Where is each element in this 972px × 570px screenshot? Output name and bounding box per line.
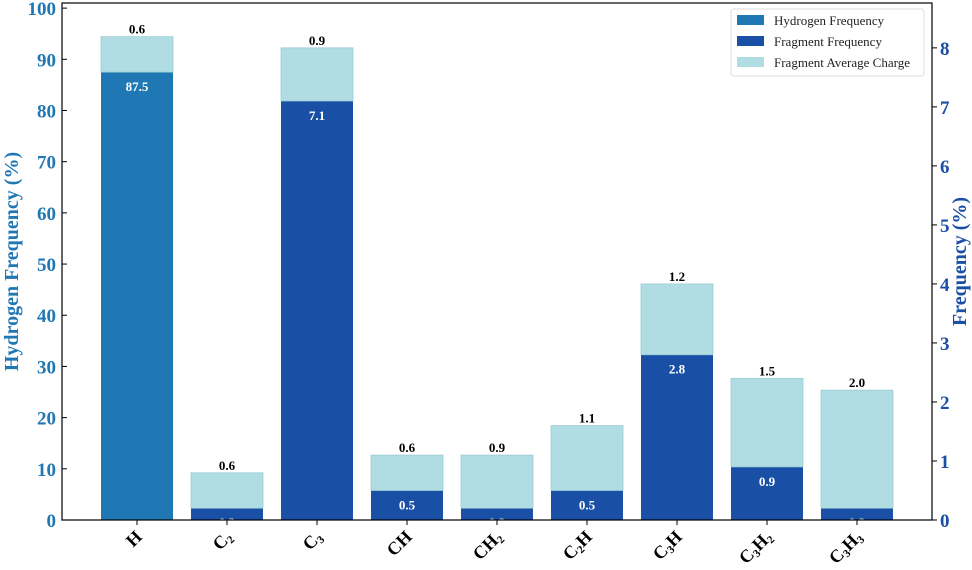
y-left-tick-label: 90: [37, 50, 56, 71]
y-right-tick-label: 3: [940, 334, 950, 355]
legend-swatch: [737, 57, 764, 67]
y-left-tick-label: 40: [37, 306, 56, 327]
y-right-tick-label: 0: [940, 511, 950, 532]
y-left-axis-label: Hydrogen Frequency (%): [1, 152, 23, 371]
legend-label: Hydrogen Frequency: [774, 13, 885, 28]
data-label-frequency: 0.5: [579, 497, 596, 512]
data-label-frequency: 0.9: [759, 474, 776, 489]
y-right-axis-label: Frequency (%): [949, 197, 971, 326]
data-label-frequency: 7.1: [309, 108, 325, 123]
y-left-tick-label: 0: [47, 511, 57, 532]
bar-charge: [640, 283, 714, 356]
y-right-tick-label: 2: [940, 393, 950, 414]
legend-label: Fragment Average Charge: [774, 55, 910, 70]
data-label-frequency: 0.5: [399, 497, 416, 512]
data-label-frequency: 87.5: [126, 79, 149, 94]
data-label-charge: 0.6: [219, 458, 236, 473]
bar-charge: [820, 389, 894, 509]
y-right-tick-label: 5: [940, 216, 950, 237]
bar-charge: [460, 454, 534, 509]
bar-charge: [100, 36, 174, 73]
plot-frame: [61, 2, 933, 521]
x-tick-label: C3H2: [735, 526, 778, 565]
bar-fragment: [731, 466, 803, 520]
data-label-charge: 0.6: [399, 440, 416, 455]
x-tick-label: C3H: [649, 527, 688, 565]
bar-fragment: [821, 508, 893, 520]
data-label-charge: 0.9: [309, 33, 326, 48]
x-tick-label: C3H3: [825, 526, 868, 565]
y-left-tick-label: 20: [37, 409, 56, 430]
bar-charge: [550, 425, 624, 491]
x-tick-label: C2: [209, 526, 238, 555]
y-left-tick-label: 70: [37, 153, 56, 174]
x-tick-label: CH: [383, 527, 416, 560]
legend: [730, 8, 925, 77]
bar-fragment: [461, 508, 533, 520]
bar-fragment: [371, 490, 443, 520]
data-label-charge: 2.0: [849, 375, 865, 390]
y-left-tick-label: 10: [37, 460, 56, 481]
data-label-charge: 1.2: [669, 269, 685, 284]
y-right-tick-label: 8: [940, 39, 950, 60]
bar-charge: [730, 377, 804, 468]
bar-fragment: [551, 490, 623, 520]
y-right-tick-label: 1: [940, 452, 950, 473]
legend-label: Fragment Frequency: [774, 34, 882, 49]
bar-fragment: [641, 354, 713, 520]
x-tick-label: C2H: [559, 527, 598, 565]
data-label-charge: 0.6: [129, 22, 146, 37]
legend-swatch: [737, 15, 764, 25]
data-label-charge: 1.1: [579, 411, 595, 426]
x-tick-label: CH2: [469, 526, 508, 565]
bar-fragment: [281, 100, 353, 520]
y-left-tick-label: 100: [28, 0, 57, 20]
x-tick-label: H: [122, 527, 146, 551]
bar-charge: [370, 454, 444, 491]
y-left-tick-label: 60: [37, 204, 56, 225]
data-label-frequency: 2.8: [669, 362, 686, 377]
bar-fragment: [191, 508, 263, 520]
bar-hydrogen: [101, 72, 173, 521]
legend-swatch: [737, 36, 764, 46]
data-label-charge: 1.5: [759, 363, 776, 378]
data-label-charge: 0.9: [489, 440, 506, 455]
y-right-tick-label: 4: [940, 275, 950, 296]
y-right-tick-label: 6: [940, 157, 950, 178]
y-right-tick-label: 7: [940, 98, 950, 119]
y-left-tick-label: 80: [37, 101, 56, 122]
bar-charge: [190, 472, 264, 509]
y-left-tick-label: 30: [37, 357, 56, 378]
bar-charge: [280, 47, 354, 102]
x-tick-label: C3: [299, 526, 328, 555]
y-left-tick-label: 50: [37, 255, 56, 276]
